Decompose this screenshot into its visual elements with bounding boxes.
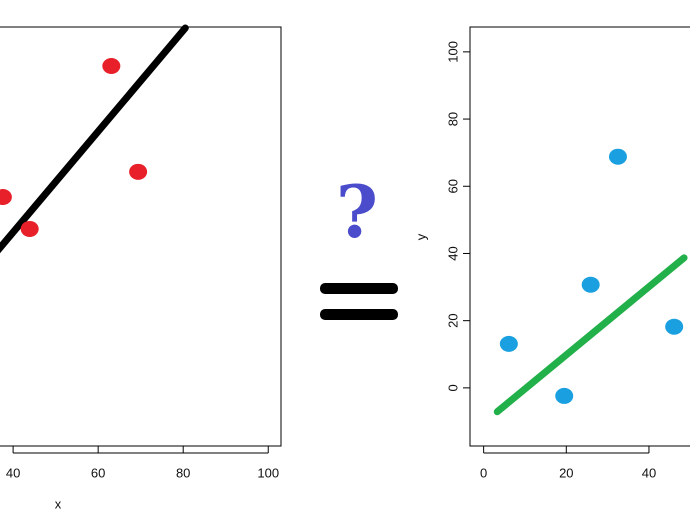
equals-bar [320, 309, 398, 320]
x-tick-label: 20 [559, 465, 573, 480]
y-tick-label: 60 [445, 179, 460, 193]
y-tick-label: 100 [445, 41, 460, 63]
question-mark: ? [336, 169, 378, 254]
point [20, 220, 39, 237]
fit-line [0, 24, 189, 254]
x-tick-label: 40 [642, 465, 656, 480]
point [129, 163, 148, 180]
x-tick-label: 40 [6, 465, 20, 480]
point [0, 189, 12, 206]
point [499, 335, 518, 352]
equals-bar [320, 283, 398, 294]
x-tick-label: 100 [257, 465, 279, 480]
x-tick-label: 60 [91, 465, 105, 480]
y-tick-label: 40 [445, 246, 460, 260]
y-axis-label: y [413, 233, 428, 240]
y-tick-label: 20 [445, 313, 460, 327]
y-tick-label: 0 [445, 384, 460, 391]
point [608, 148, 627, 165]
point [665, 318, 684, 335]
point [555, 387, 574, 404]
plot-box [0, 26, 282, 447]
y-tick-label: 80 [445, 112, 460, 126]
fit-line [493, 254, 688, 416]
plot-box [469, 26, 690, 447]
x-tick-label: 0 [480, 465, 487, 480]
point [581, 276, 600, 293]
x-tick-label: 80 [176, 465, 190, 480]
x-axis-label: x [55, 496, 62, 511]
point [102, 57, 121, 74]
